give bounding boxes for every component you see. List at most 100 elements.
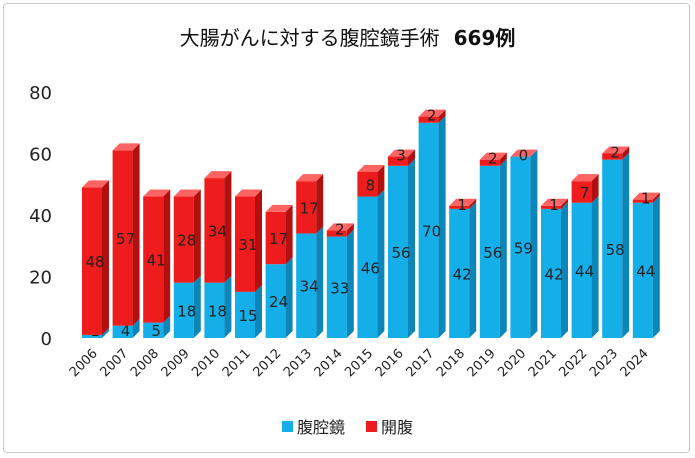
bar-top-open-2018 [449, 198, 477, 206]
bar-open-2012 [265, 211, 286, 265]
legend-label-laparoscopic: 腹腔鏡 [296, 418, 345, 437]
bar-laparoscopic-2009 [173, 282, 194, 338]
bar-top-open-2006 [82, 180, 109, 188]
bar-top-open-2009 [173, 189, 201, 197]
bar-laparoscopic-2014 [326, 236, 347, 338]
bar-top-open-2017 [418, 109, 446, 117]
title-text: 大腸がんに対する腹腔鏡手術 [179, 26, 440, 50]
data-label-laparoscopic-2009: 18 [177, 302, 196, 320]
legend-item-laparoscopic: 腹腔鏡 [281, 414, 345, 438]
bar-open-2008 [143, 196, 164, 323]
bar-laparoscopic-2013 [296, 233, 317, 338]
bar-laparoscopic-2008 [143, 322, 164, 338]
bar-top-open-2012 [265, 204, 293, 212]
data-label-open-2018: 1 [457, 196, 467, 214]
bar-laparoscopic-2018 [449, 208, 470, 338]
bar-side-open-2013 [316, 174, 324, 234]
bar-side-laparoscopic-2014 [346, 229, 354, 338]
data-label-open-2008: 41 [147, 252, 166, 270]
bar-laparoscopic-2023 [602, 159, 623, 338]
x-tick-label-2017: 2017 [403, 346, 437, 380]
bar-side-open-2014 [346, 223, 354, 237]
bar-open-2015 [357, 171, 378, 197]
x-tick-label-2011: 2011 [220, 346, 254, 380]
bar-top-open-2015 [357, 164, 385, 172]
data-label-open-2017: 2 [427, 107, 437, 125]
bar-side-laparoscopic-2016 [408, 158, 415, 338]
x-tick-label-2016: 2016 [373, 346, 407, 380]
bar-laparoscopic-2007 [112, 325, 133, 338]
bar-open-2023 [602, 153, 623, 160]
bar-side-open-2008 [163, 189, 171, 323]
data-label-laparoscopic-2018: 42 [453, 265, 472, 283]
bar-open-2011 [235, 196, 255, 292]
data-label-open-2007: 57 [116, 230, 135, 248]
bar-side-laparoscopic-2008 [163, 315, 171, 338]
data-label-laparoscopic-2008: 5 [151, 322, 161, 340]
data-label-laparoscopic-2012: 24 [269, 293, 288, 311]
bar-side-open-2024 [652, 192, 660, 203]
data-label-open-2019: 2 [488, 150, 498, 168]
bar-laparoscopic-2012 [265, 264, 286, 338]
data-label-open-2014: 2 [335, 220, 345, 238]
bar-side-open-2011 [255, 189, 262, 292]
bar-laparoscopic-2019 [479, 165, 500, 338]
data-label-laparoscopic-2011: 15 [238, 307, 257, 325]
bar-top-open-2008 [143, 189, 171, 197]
bar-open-2022 [571, 181, 592, 203]
bar-open-2019 [479, 159, 500, 166]
x-tick-label-2021: 2021 [526, 346, 560, 380]
bar-side-laparoscopic-2019 [499, 158, 507, 338]
x-tick-label-2007: 2007 [97, 346, 131, 380]
data-label-laparoscopic-2024: 44 [636, 262, 655, 280]
bar-top-open-2011 [235, 189, 262, 197]
data-label-laparoscopic-2020: 59 [514, 239, 533, 257]
bar-side-open-2019 [499, 152, 507, 166]
bar-side-laparoscopic-2009 [193, 275, 201, 338]
data-label-open-2023: 2 [610, 144, 620, 162]
data-label-open-2024: 1 [641, 190, 651, 208]
x-tick-label-2024: 2024 [618, 346, 652, 380]
x-tick-label-2006: 2006 [67, 346, 101, 380]
bar-side-open-2009 [193, 189, 201, 283]
y-tick-label-3: 60 [29, 145, 52, 166]
bar-side-laparoscopic-2023 [622, 152, 630, 338]
x-tick-label-2013: 2013 [281, 346, 315, 380]
bar-side-laparoscopic-2021 [561, 201, 568, 338]
bar-laparoscopic-2006 [82, 334, 102, 338]
bar-side-laparoscopic-2015 [377, 189, 385, 338]
bar-side-open-2023 [622, 146, 630, 160]
x-tick-label-2022: 2022 [556, 346, 590, 380]
y-tick-label-0: 0 [41, 329, 52, 350]
bar-laparoscopic-2024 [632, 202, 653, 338]
bar-laparoscopic-2015 [357, 196, 378, 338]
legend-swatch-open [366, 420, 378, 432]
bar-top-open-2019 [479, 152, 507, 160]
bar-open-2021 [541, 205, 561, 209]
data-label-open-2015: 8 [366, 176, 376, 194]
data-label-open-2021: 1 [549, 196, 559, 214]
data-label-open-2012: 17 [269, 230, 288, 248]
x-tick-label-2018: 2018 [434, 346, 468, 380]
bar-laparoscopic-2011 [235, 291, 255, 338]
bar-side-laparoscopic-2018 [469, 201, 477, 338]
bar-laparoscopic-2022 [571, 202, 592, 338]
x-tick-label-2023: 2023 [587, 346, 621, 380]
data-label-open-2010: 34 [208, 222, 227, 240]
x-tick-label-2014: 2014 [312, 346, 346, 380]
data-label-open-2022: 7 [580, 184, 590, 202]
bar-top-open-2014 [326, 223, 354, 231]
bar-laparoscopic-2020 [510, 156, 531, 338]
legend-swatch-laparoscopic [281, 420, 293, 432]
bar-open-2014 [326, 230, 347, 237]
bar-open-2013 [296, 181, 317, 234]
bar-side-open-2016 [408, 149, 415, 166]
bar-side-laparoscopic-2022 [591, 195, 599, 338]
data-label-laparoscopic-2013: 34 [300, 278, 319, 296]
x-tick-label-2015: 2015 [342, 346, 376, 380]
data-label-laparoscopic-2014: 33 [330, 279, 349, 297]
bar-open-2024 [632, 199, 653, 203]
bar-laparoscopic-2016 [388, 165, 408, 338]
bar-open-2018 [449, 205, 470, 209]
